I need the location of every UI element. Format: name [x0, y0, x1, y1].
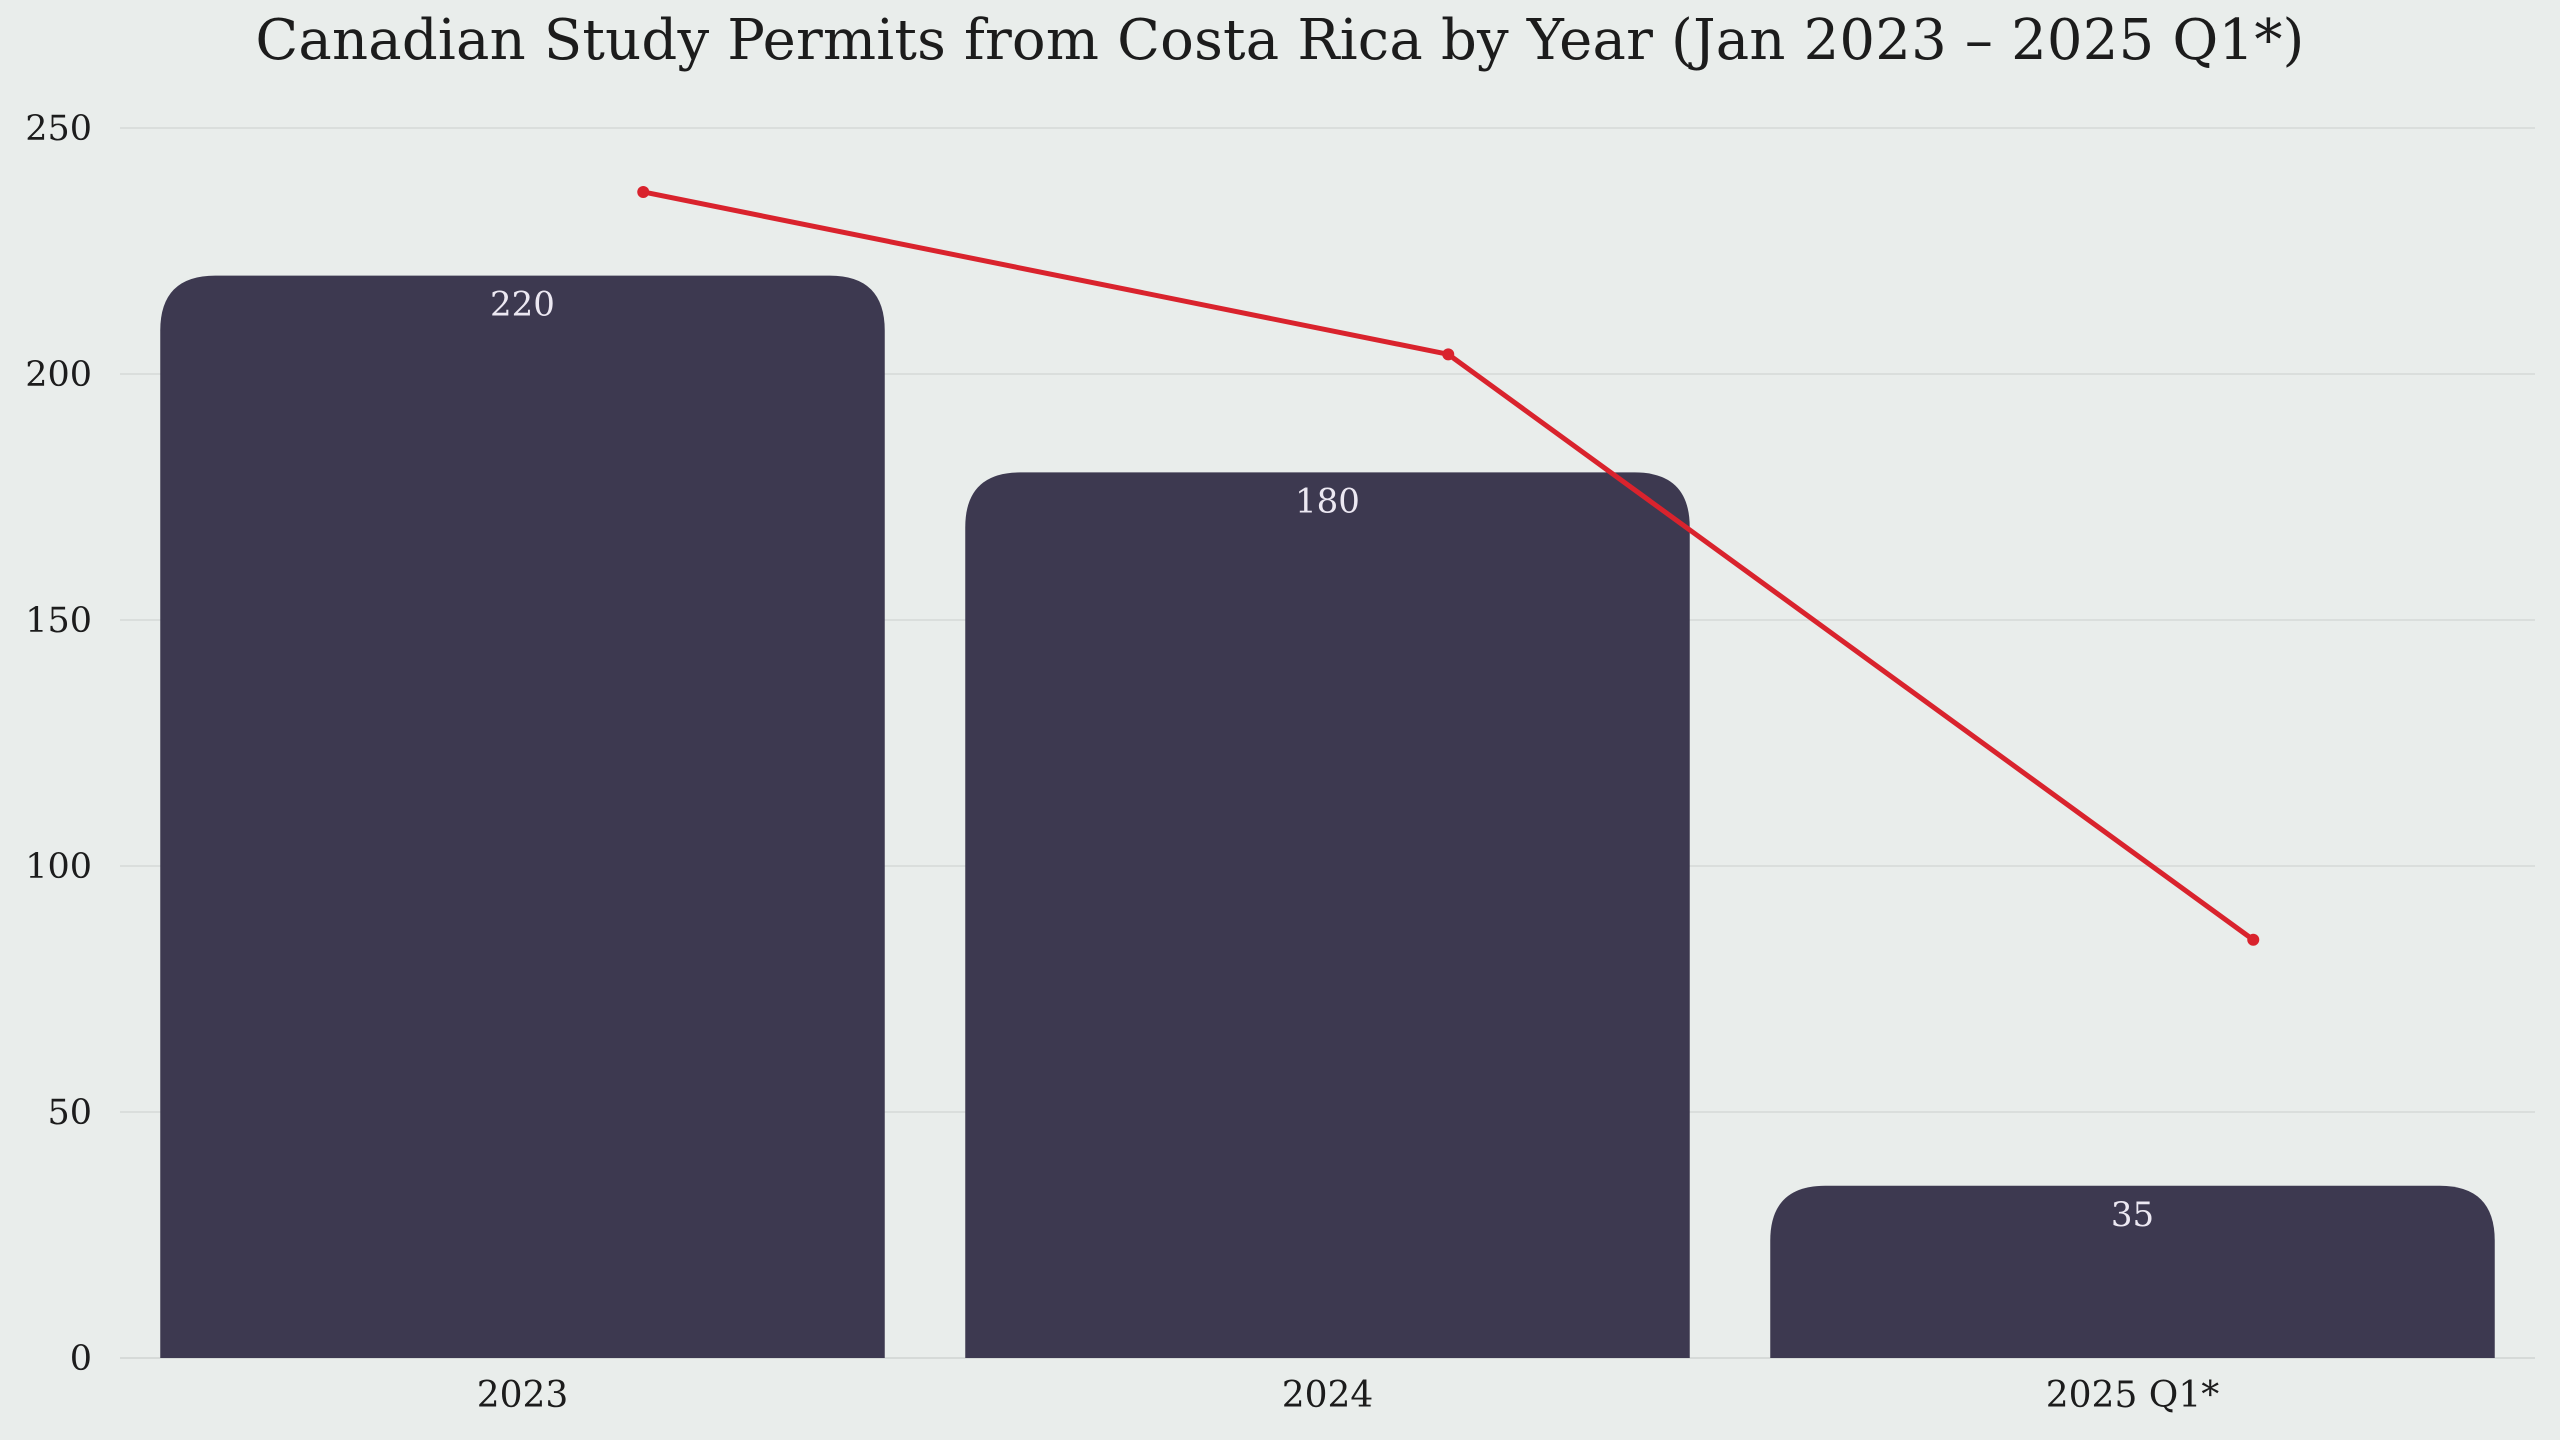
bar — [1770, 1185, 2495, 1358]
y-tick-label: 150 — [25, 601, 92, 641]
bars — [160, 275, 2495, 1359]
y-tick-label: 100 — [25, 847, 92, 887]
trend-point — [637, 185, 650, 198]
trend-line — [637, 185, 2260, 946]
y-tick-label: 50 — [47, 1093, 92, 1133]
trend-point — [2247, 933, 2260, 946]
y-tick-label: 200 — [25, 355, 92, 395]
chart-title: Canadian Study Permits from Costa Rica b… — [255, 8, 2305, 73]
bar — [160, 275, 885, 1359]
data-labels: 220 180 35 — [490, 285, 2154, 1235]
x-axis: 2023 2024 2025 Q1* — [477, 1375, 2220, 1416]
x-tick-label: 2023 — [477, 1375, 569, 1416]
bar-value-label: 180 — [1295, 481, 1360, 521]
bar-value-label: 35 — [2111, 1195, 2154, 1235]
bar — [965, 472, 1690, 1358]
bar-value-label: 220 — [490, 285, 555, 325]
y-tick-label: 250 — [25, 109, 92, 149]
x-tick-label: 2024 — [1282, 1375, 1374, 1416]
x-tick-label: 2025 Q1* — [2046, 1375, 2219, 1416]
trend-point — [1442, 348, 1455, 361]
y-axis: 0 50 100 150 200 250 — [25, 109, 92, 1379]
y-tick-label: 0 — [70, 1339, 92, 1379]
